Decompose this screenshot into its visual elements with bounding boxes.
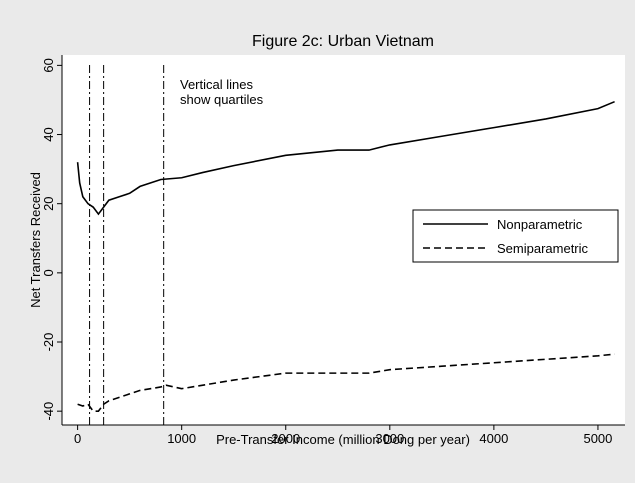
- y-tick-label: -20: [41, 333, 56, 352]
- y-tick-label: 40: [41, 127, 56, 141]
- y-tick-label: 20: [41, 196, 56, 210]
- legend-label: Semiparametric: [497, 241, 589, 256]
- x-tick-label: 1000: [167, 431, 196, 446]
- y-axis-label: Net Transfers Received: [28, 172, 43, 308]
- x-tick-label: 2000: [271, 431, 300, 446]
- legend-box: [412, 209, 619, 263]
- chart-title: Figure 2c: Urban Vietnam: [252, 33, 434, 50]
- x-axis-label: Pre-Transfer Income (million Dong per ye…: [216, 432, 470, 447]
- y-tick-label: 60: [41, 58, 56, 72]
- annotation: show quartiles: [180, 92, 264, 107]
- annotation: Vertical lines: [180, 77, 253, 92]
- x-tick-label: 0: [74, 431, 81, 446]
- legend-label: Nonparametric: [497, 217, 583, 232]
- y-tick-label: 0: [41, 269, 56, 276]
- x-tick-label: 3000: [375, 431, 404, 446]
- series-line: [76, 100, 615, 216]
- series-line: [77, 353, 615, 412]
- y-tick-label: -40: [41, 402, 56, 421]
- x-tick-label: 4000: [479, 431, 508, 446]
- x-tick-label: 5000: [583, 431, 612, 446]
